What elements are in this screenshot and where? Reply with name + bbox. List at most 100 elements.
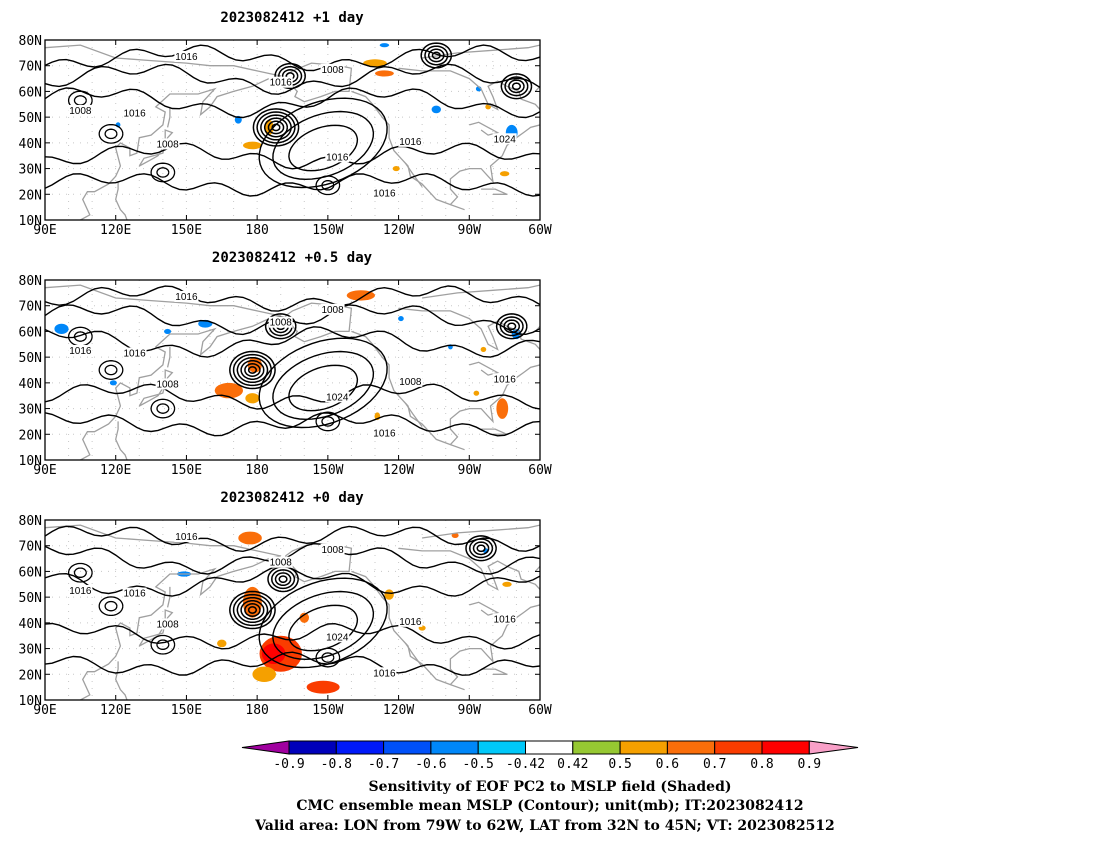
lon-tick-label: 150W [312,463,343,478]
contour-label: 1016 [123,589,146,600]
sensitivity-shade [379,43,390,48]
lat-tick-label: 40N [19,377,42,392]
coastline [481,668,508,675]
colorbar-min-arrow [241,740,290,755]
map-frame [44,39,541,221]
contour-label-bg [398,135,423,147]
contour-label: 1024 [326,632,349,643]
caption-line-1: Sensitivity of EOF PC2 to MSLP field (Sh… [368,779,731,795]
colorbar-max-arrow [808,740,859,755]
contour-label: 1008 [156,619,179,630]
isobar [150,398,176,419]
colorbar-tick-label: 0.5 [608,757,631,772]
contour-label-bg [268,316,293,328]
lon-tick-label: 90W [458,223,482,238]
sensitivity-shade [384,589,394,600]
lon-tick-label: 60W [528,463,552,478]
lon-tick-label: 150E [171,463,202,478]
isobar [315,647,341,668]
lat-tick-label: 20N [19,188,42,203]
sensitivity-shade [214,382,244,399]
contour-label-bg [372,667,397,679]
contour-label-bg [174,51,199,62]
low-isobar [495,313,528,340]
colorbar-segment [619,740,668,755]
isobar [45,651,540,676]
contour-label: 1024 [326,392,349,403]
contour-label-bg [268,556,293,568]
panel-title: 2023082412 +0.5 day [212,250,373,266]
map-panels: 2023082412 +1 day 1016 1008 1008 1016 1008 101… [19,10,552,718]
coastline [351,90,465,211]
isobar [156,639,170,650]
panel-title: 2023082412 +1 day [220,10,364,26]
contour-label-bg [68,585,93,596]
contour-label-bg [268,76,293,88]
isobar [45,172,540,197]
contour-label: 1016 [175,532,198,543]
contour-label: 1008 [156,139,179,150]
colorbar-tick-label: -0.8 [321,757,352,772]
low-isobar [504,76,529,97]
coastline [481,428,508,435]
isobar [98,360,124,380]
sensitivity-shade [431,105,441,114]
contour-label: 1008 [270,318,293,329]
lat-tick-label: 70N [19,540,42,555]
low-isobar [244,363,261,377]
contour-label: 1016 [373,188,396,199]
lon-tick-label: 90E [33,463,56,478]
contour-label: 1016 [399,617,422,628]
isobar [156,403,170,414]
lat-tick-label: 10N [19,214,42,229]
low-isobar [247,366,257,374]
low-isobar [271,123,281,132]
coastline [405,403,423,427]
colorbar-tick-label: -0.6 [415,757,446,772]
colorbar-tick-label: 0.8 [750,757,773,772]
low-isobar [271,569,296,590]
coastline [166,106,171,128]
lon-tick-label: 120E [100,703,131,718]
contour-label-bg [320,63,345,75]
lon-tick-label: 90W [458,703,482,718]
isobar [258,577,388,669]
low-isobar [264,313,297,340]
coastline [284,302,353,343]
lon-tick-label: 90E [33,703,56,718]
sensitivity-shade [238,531,262,545]
contour-label: 1016 [494,614,517,625]
contour-label-bg [325,151,350,163]
low-isobar [260,114,292,141]
isobar [45,285,540,312]
contour-label: 1008 [321,305,344,316]
coastline [166,346,171,368]
coastline [449,364,540,446]
low-isobar [511,82,521,91]
colorbar-segment [288,740,337,755]
low-isobar [232,593,273,627]
lat-tick-label: 80N [19,514,42,529]
lon-tick-label: 120W [383,703,414,718]
lat-tick-label: 60N [19,325,42,340]
lat-tick-label: 70N [19,60,42,75]
sensitivity-shade [54,323,69,334]
isobar [104,128,118,140]
lat-tick-label: 30N [19,163,42,178]
panel-title: 2023082412 +0 day [220,490,364,506]
coastline [449,604,540,686]
colorbar-tick-label: 0.42 [557,757,588,772]
sensitivity-shade [245,393,260,404]
isobar [73,567,87,578]
low-isobar [503,319,521,334]
contour-label: 1016 [175,292,198,303]
low-isobar [424,45,449,66]
contour-label-bg [122,347,147,359]
low-isobar [229,350,276,390]
sensitivity-shade [496,398,509,419]
contour-label-bg [492,373,517,385]
map-panel: 2023082412 +1 day 1016 1008 1008 1016 1008 101… [19,10,552,238]
low-isobar [244,603,261,617]
isobar [45,383,540,410]
caption-line-3: Valid area: LON from 79W to 62W, LAT fro… [254,818,835,834]
